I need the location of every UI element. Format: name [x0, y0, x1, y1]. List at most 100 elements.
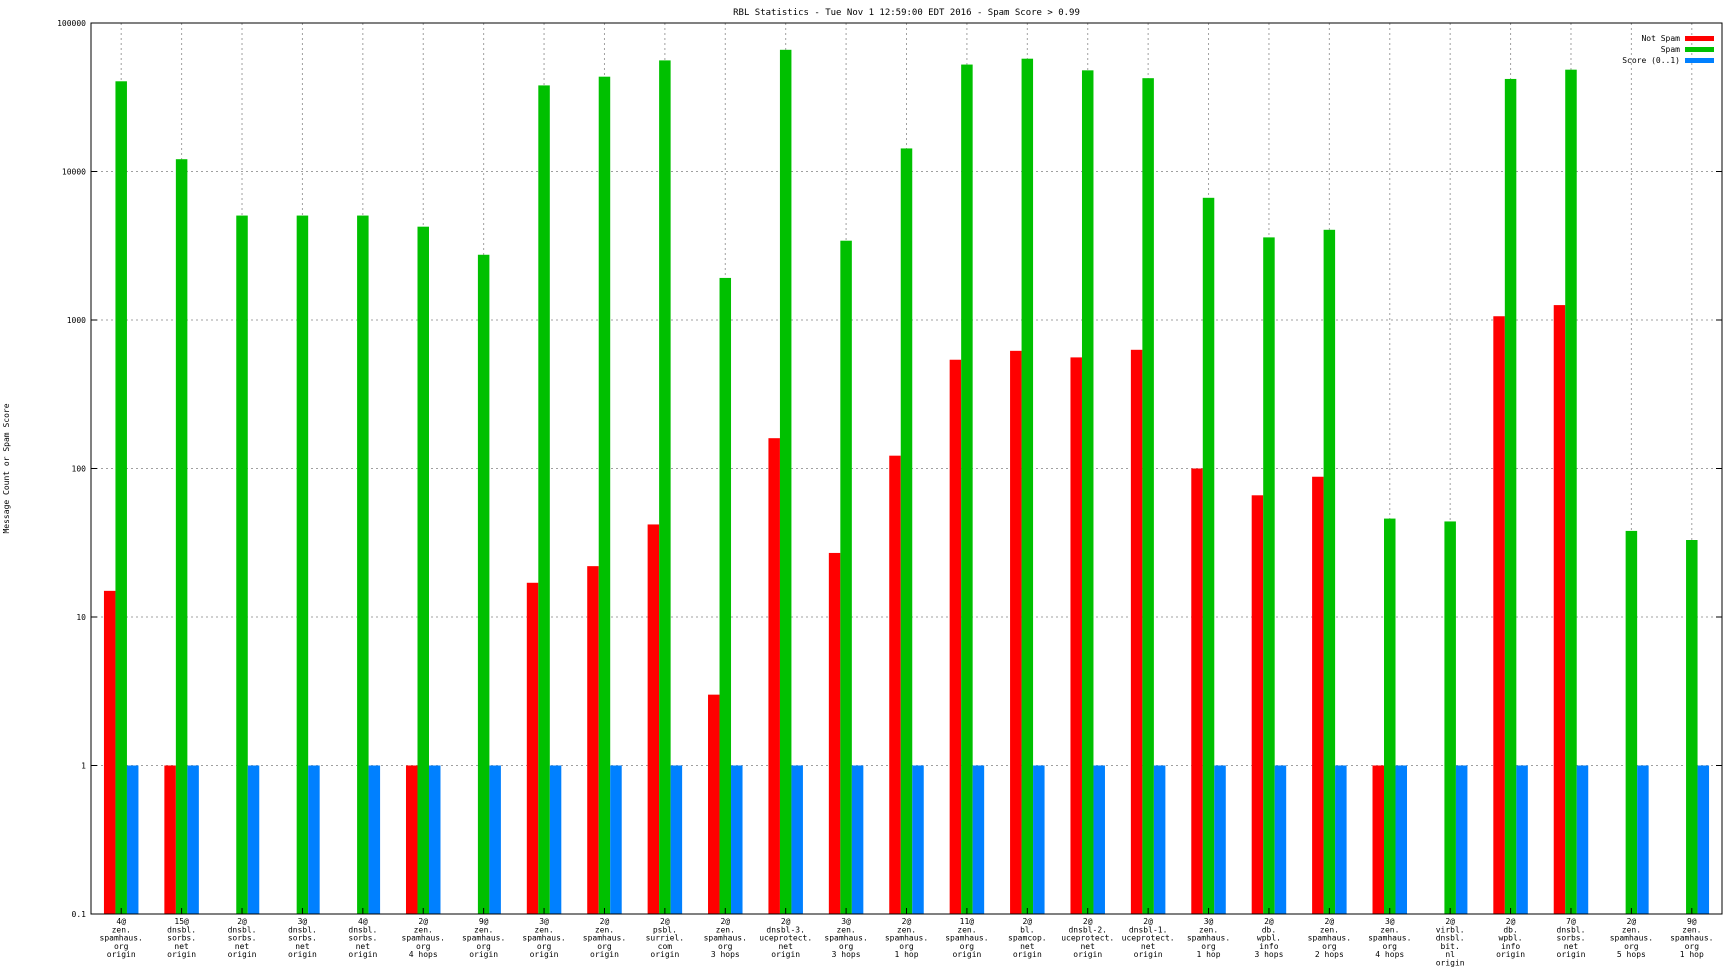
bar-spam	[840, 240, 852, 914]
bar-score-0-1	[1576, 765, 1589, 914]
bar-score-0-1	[126, 765, 139, 914]
x-category-label: 11@ zen. spamhaus. org origin	[945, 917, 988, 959]
bar-score-0-1	[247, 765, 260, 914]
bar-spam	[236, 215, 248, 915]
bar-spam	[1263, 237, 1275, 914]
bar-not-spam	[405, 765, 418, 914]
bar-not-spam	[1251, 495, 1264, 914]
bar-score-0-1	[368, 765, 381, 914]
bar-not-spam	[1191, 468, 1203, 914]
x-category-label: 9@ zen. spamhaus. org origin	[462, 917, 505, 959]
bar-spam	[115, 81, 127, 915]
x-category-label: 3@ zen. spamhaus. org 1 hop	[1187, 917, 1230, 959]
x-axis-category-labels: 4@ zen. spamhaus. org origin 15@ dnsbl. sorbs. n…	[100, 908, 1713, 968]
x-category-label: 2@ db. wpbl. info 3 hops	[1254, 917, 1283, 959]
bar-spam	[900, 148, 913, 914]
bar-spam	[961, 64, 973, 915]
bar-score-0-1	[1153, 765, 1166, 914]
bar-not-spam	[1010, 350, 1022, 914]
legend-label: Not Spam	[1641, 34, 1680, 43]
bar-not-spam	[828, 552, 841, 914]
y-tick-label: 0.1	[72, 910, 87, 919]
legend-label: Score (0..1)	[1622, 56, 1680, 65]
bar-not-spam	[949, 359, 962, 915]
bar-not-spam	[1312, 476, 1324, 914]
y-tick-label: 10000	[62, 168, 86, 177]
x-category-label: 9@ zen. spamhaus. org 1 hop	[1670, 917, 1713, 959]
bar-not-spam	[587, 566, 599, 914]
x-category-label: 2@ zen. spamhaus. org 3 hops	[704, 917, 747, 959]
bar-score-0-1	[1455, 765, 1468, 914]
plot-frame	[90, 22, 1723, 915]
y-tick-label: 10	[76, 613, 86, 622]
bar-score-0-1	[1033, 765, 1045, 914]
bar-not-spam	[103, 590, 116, 914]
y-axis-label: Message Count or Spam Score	[2, 403, 11, 533]
x-category-label: 2@ dnsbl. sorbs. net origin	[228, 917, 257, 959]
bar-score-0-1	[1335, 765, 1347, 914]
bar-not-spam	[768, 438, 780, 914]
bar-not-spam	[164, 765, 176, 914]
bar-score-0-1	[428, 765, 441, 914]
bar-spam	[1504, 78, 1517, 914]
bar-score-0-1	[972, 765, 985, 914]
x-category-label: 2@ zen. spamhaus. org 1 hop	[885, 917, 928, 959]
bar-score-0-1	[791, 765, 803, 914]
bar-not-spam	[1493, 316, 1505, 914]
bar-spam	[1565, 69, 1577, 914]
bar-not-spam	[1553, 305, 1566, 914]
x-category-label: 2@ dnsbl-3. uceprotect. net origin	[759, 917, 812, 959]
bar-spam	[417, 226, 429, 914]
bar-spam	[598, 76, 611, 915]
bar-spam	[1686, 540, 1698, 914]
bar-score-0-1	[1214, 765, 1226, 914]
x-category-label: 2@ db. wpbl. info origin	[1496, 917, 1525, 959]
bar-spam	[779, 49, 792, 914]
bar-score-0-1	[1516, 765, 1528, 914]
legend-swatch	[1685, 47, 1714, 52]
bar-spam	[1384, 518, 1396, 914]
bar-score-0-1	[670, 765, 683, 914]
bar-score-0-1	[187, 765, 199, 914]
x-category-label: 2@ virbl. dnsbl. bit. nl origin	[1436, 917, 1465, 968]
y-tick-label: 1000	[67, 316, 86, 325]
bar-spam	[1142, 78, 1154, 914]
chart-title: RBL Statistics - Tue Nov 1 12:59:00 EDT …	[733, 8, 1080, 18]
x-category-label: 7@ dnsbl. sorbs. net origin	[1557, 917, 1586, 959]
x-category-label: 2@ bl. spamcop. net origin	[1008, 917, 1047, 959]
bar-score-0-1	[1637, 765, 1649, 914]
x-category-label: 3@ zen. spamhaus. org 4 hops	[1368, 917, 1411, 959]
bar-score-0-1	[308, 765, 320, 914]
x-category-label: 2@ zen. spamhaus. org 2 hops	[1308, 917, 1351, 959]
bar-spam	[1625, 530, 1638, 914]
bar-spam	[1444, 521, 1456, 914]
legend-label: Spam	[1661, 45, 1680, 54]
bar-spam	[175, 159, 188, 915]
y-tick-label: 100000	[57, 19, 86, 28]
x-category-label: 4@ dnsbl. sorbs. net origin	[348, 917, 377, 959]
bar-spam	[1323, 229, 1336, 915]
x-category-label: 3@ zen. spamhaus. org 3 hops	[824, 917, 867, 959]
x-category-label: 2@ zen. spamhaus. org 5 hops	[1610, 917, 1653, 959]
x-category-label: 3@ dnsbl. sorbs. net origin	[288, 917, 317, 959]
y-tick-label: 1	[81, 762, 86, 771]
bar-not-spam	[1372, 765, 1385, 914]
legend-swatch	[1685, 36, 1714, 41]
bar-score-0-1	[1274, 765, 1287, 914]
bar-not-spam	[526, 582, 539, 914]
bar-score-0-1	[610, 765, 622, 914]
bar-not-spam	[708, 694, 720, 914]
bar-spam	[1081, 70, 1094, 914]
x-category-label: 2@ zen. spamhaus. org 4 hops	[402, 917, 445, 959]
bar-score-0-1	[912, 765, 924, 914]
bar-score-0-1	[549, 765, 562, 914]
bar-score-0-1	[1093, 765, 1105, 914]
x-category-label: 4@ zen. spamhaus. org origin	[100, 917, 143, 959]
x-category-label: 3@ zen. spamhaus. org origin	[522, 917, 565, 959]
x-category-label: 15@ dnsbl. sorbs. net origin	[167, 917, 196, 959]
bar-spam	[659, 60, 671, 914]
bar-score-0-1	[489, 765, 501, 914]
bar-spam	[538, 85, 550, 914]
x-category-label: 2@ zen. spamhaus. org origin	[583, 917, 626, 959]
